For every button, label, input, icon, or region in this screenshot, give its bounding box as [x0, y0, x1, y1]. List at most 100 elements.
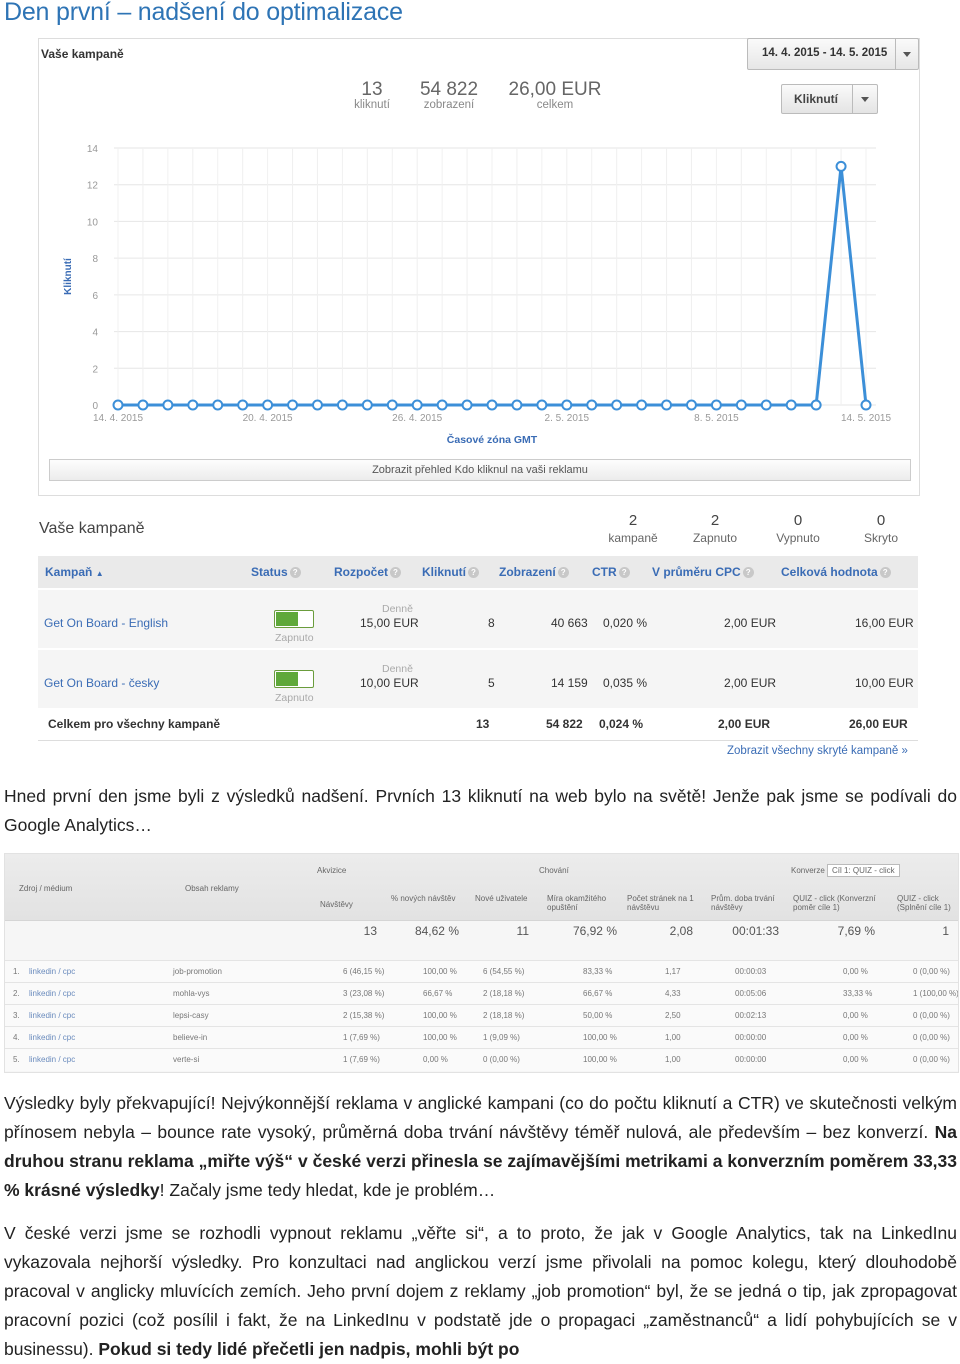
total-cpc: 2,00 EUR [718, 717, 771, 731]
data-point [287, 399, 299, 411]
col-header[interactable]: Prům. doba trvání návštěvy [711, 894, 775, 912]
stat-label: Skryto [863, 531, 898, 545]
cpc-value: 2,00 EUR [724, 676, 777, 690]
source-link[interactable]: linkedin / cpc [29, 989, 76, 998]
data-point [685, 399, 697, 411]
col-total[interactable]: Celková hodnota? [781, 565, 891, 579]
sort-up-icon: ▲ [95, 569, 104, 578]
ad-content: believe-in [173, 1033, 208, 1042]
budget-period: Denně [382, 663, 413, 675]
col-header[interactable]: Míra okamžitého opuštění [547, 894, 607, 912]
col-budget[interactable]: Rozpočet? [334, 565, 401, 579]
table-row[interactable]: 4. linkedin / cpc believe-in 1 (7,69 %) 100,… [5, 1026, 958, 1049]
data-point [611, 399, 623, 411]
paragraph-bold: Na druhou stranu reklama „miřte výš“ v č… [4, 1122, 957, 1200]
cell-value: 0,00 % [843, 967, 868, 976]
col-header[interactable]: % nových návštěv [391, 894, 456, 903]
col-header[interactable]: Návštěvy [320, 900, 353, 909]
stat-label: kampaně [608, 531, 658, 545]
col-status[interactable]: Status? [251, 565, 301, 579]
summary-value: 7,69 % [837, 924, 875, 938]
status-text: Zapnuto [275, 632, 314, 644]
cell-value: 1 (100,00 %) [913, 989, 959, 998]
stat-hidden: 0 Skryto [846, 512, 916, 545]
campaign-name-link[interactable]: Get On Board - English [44, 616, 169, 630]
data-point [511, 399, 523, 411]
help-icon: ? [557, 567, 569, 579]
col-label: CTR [592, 565, 617, 579]
source-link[interactable]: linkedin / cpc [29, 967, 76, 976]
page-heading: Den první – nadšení do optimalizace [4, 0, 403, 26]
show-clickers-button[interactable]: Zobrazit přehled Kdo kliknul na vaši rek… [49, 459, 911, 481]
col-header[interactable]: Nové uživatele [475, 894, 528, 903]
campaign-chart-panel: Vaše kampaně 14. 4. 2015 - 14. 5. 2015 1… [38, 38, 920, 496]
cell-value: 1,00 [665, 1055, 681, 1064]
col-header[interactable]: QUIZ - click (Splnění cíle 1) [897, 894, 951, 912]
col-campaign[interactable]: Kampaň ▲ [45, 565, 104, 579]
data-point [436, 399, 448, 411]
table-row[interactable]: 5. linkedin / cpc verte-si 1 (7,69 %) 0,00 %… [5, 1048, 958, 1071]
table-row: Get On Board - česky Zapnuto Denně 10,00… [38, 650, 918, 708]
data-point [361, 399, 373, 411]
source-link[interactable]: linkedin / cpc [29, 1011, 76, 1020]
row-number: 2. [13, 989, 20, 998]
table-row[interactable]: 1. linkedin / cpc job-promotion 6 (46,15 %)… [5, 960, 958, 983]
cell-value: 50,00 % [583, 1011, 613, 1020]
summary-value: 84,62 % [414, 924, 459, 938]
col-label: Kampaň [45, 565, 93, 579]
stat-value: 13 [361, 79, 383, 100]
total-row: Celkem pro všechny kampaně 13 54 822 0,0… [38, 710, 918, 741]
toggle-on-indicator [276, 672, 298, 686]
data-point [810, 399, 822, 411]
campaigns-title: Vaše kampaně [39, 520, 145, 537]
table-row[interactable]: 3. linkedin / cpc lepsi-casy 2 (15,38 %) 100… [5, 1004, 958, 1027]
data-point [162, 399, 174, 411]
cell-value: 4,33 [665, 989, 681, 998]
col-label: Zobrazení [499, 565, 556, 579]
data-point [835, 160, 847, 172]
summary-value: 00:01:33 [732, 924, 779, 938]
col-ctr[interactable]: CTR? [592, 565, 630, 579]
cell-value: 0,00 % [843, 1055, 868, 1064]
col-header[interactable]: QUIZ - click (Konverzní poměr cíle 1) [793, 894, 876, 912]
help-icon: ? [468, 567, 479, 579]
col-header[interactable]: Počet stránek na 1 návštěvu [627, 894, 694, 912]
cell-value: 0,00 % [423, 1055, 448, 1064]
y-tick-label: 0 [92, 401, 98, 412]
data-point [112, 399, 124, 411]
cell-value: 100,00 % [583, 1033, 617, 1042]
row-number: 3. [13, 1011, 20, 1020]
stat-impressions: 54 822 zobrazení [409, 79, 489, 111]
status-toggle[interactable] [274, 670, 314, 688]
summary-value: 76,92 % [572, 924, 617, 938]
chevron-down-icon [895, 39, 918, 69]
date-range-select[interactable]: 14. 4. 2015 - 14. 5. 2015 [747, 38, 919, 70]
show-hidden-campaigns-link[interactable]: Zobrazit všechny skryté kampaně » [727, 745, 908, 757]
clicks-value: 8 [488, 616, 495, 630]
campaign-name-link[interactable]: Get On Board - česky [44, 676, 160, 690]
col-avg-cpc[interactable]: V průměru CPC? [652, 565, 754, 579]
cell-value: 1 (7,69 %) [343, 1055, 380, 1064]
source-link[interactable]: linkedin / cpc [29, 1055, 76, 1064]
x-tick-label: 14. 5. 2015 [841, 413, 891, 424]
col-impressions[interactable]: Zobrazení? [499, 565, 569, 579]
status-toggle[interactable] [274, 610, 314, 628]
help-icon: ? [618, 567, 630, 579]
cell-value: 100,00 % [423, 1011, 457, 1020]
impressions-value: 14 159 [551, 676, 588, 690]
source-link[interactable]: linkedin / cpc [29, 1033, 76, 1042]
stat-cost: 26,00 EUR celkem [499, 79, 611, 111]
total-clicks: 13 [476, 717, 490, 731]
metric-select-button[interactable]: Kliknutí [781, 84, 878, 114]
stat-value: 2 [628, 512, 638, 529]
cell-value: 0,00 % [843, 1033, 868, 1042]
help-icon: ? [879, 567, 891, 579]
cell-value: 100,00 % [423, 967, 457, 976]
cell-value: 1,17 [665, 967, 681, 976]
cell-value: 2 (18,18 %) [483, 1011, 525, 1020]
data-point [586, 399, 598, 411]
goal-select[interactable]: Cíl 1: QUIZ - click [827, 864, 900, 877]
table-row[interactable]: 2. linkedin / cpc mohla-vys 3 (23,08 %) 66,6… [5, 982, 958, 1005]
cell-value: 66,67 % [423, 989, 453, 998]
col-clicks[interactable]: Kliknutí? [422, 565, 479, 579]
